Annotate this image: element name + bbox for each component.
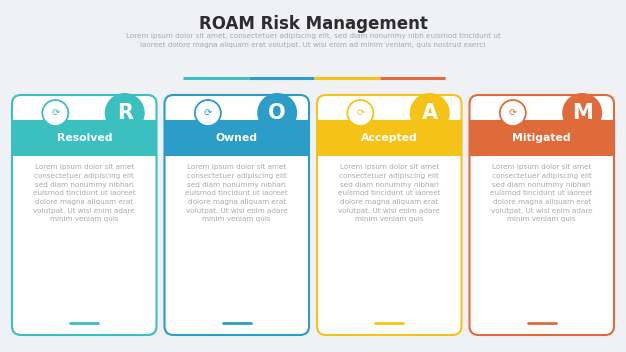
FancyBboxPatch shape [12, 120, 156, 156]
FancyBboxPatch shape [470, 95, 614, 335]
Text: ⟳: ⟳ [204, 108, 212, 118]
Text: ROAM Risk Management: ROAM Risk Management [198, 15, 428, 33]
Circle shape [105, 93, 145, 133]
Text: Lorem ipsum dolor sit amet
consectetuer adipiscing elit
sed diam nonummy nibhari: Lorem ipsum dolor sit amet consectetuer … [185, 164, 288, 222]
Bar [14, 120, 155, 156]
Circle shape [500, 100, 526, 126]
FancyBboxPatch shape [12, 95, 156, 335]
Text: Mitigated: Mitigated [513, 133, 571, 143]
FancyBboxPatch shape [317, 120, 461, 156]
Text: R: R [116, 103, 133, 123]
Bar [319, 120, 460, 156]
Text: Lorem ipsum dolor sit amet
consectetuer adipiscing elit
sed diam nonummy nibhari: Lorem ipsum dolor sit amet consectetuer … [490, 164, 593, 222]
Text: M: M [572, 103, 593, 123]
FancyBboxPatch shape [317, 95, 461, 335]
FancyBboxPatch shape [165, 95, 309, 335]
Text: Lorem ipsum dolor sit amet
consectetuer adipiscing elit
sed diam nonummy nibhari: Lorem ipsum dolor sit amet consectetuer … [33, 164, 136, 222]
Circle shape [562, 93, 602, 133]
Text: Accepted: Accepted [361, 133, 418, 143]
Text: ⟳: ⟳ [356, 108, 364, 118]
Circle shape [43, 100, 68, 126]
Text: Lorem ipsum dolor sit amet
consectetuer adipiscing elit
sed diam nonummy nibhari: Lorem ipsum dolor sit amet consectetuer … [338, 164, 441, 222]
Text: ⟳: ⟳ [509, 108, 517, 118]
Bar [166, 120, 307, 156]
Text: Resolved: Resolved [56, 133, 112, 143]
Circle shape [195, 100, 221, 126]
FancyBboxPatch shape [470, 120, 614, 156]
Text: O: O [269, 103, 286, 123]
Bar [471, 120, 612, 156]
Circle shape [347, 100, 373, 126]
Circle shape [257, 93, 297, 133]
Text: Owned: Owned [216, 133, 258, 143]
Text: Lorem ipsum dolor sit amet, consectetuer adipiscing elit, sed diam nonummy nibh : Lorem ipsum dolor sit amet, consectetuer… [126, 33, 500, 49]
Text: A: A [422, 103, 438, 123]
FancyBboxPatch shape [165, 120, 309, 156]
Text: ⟳: ⟳ [51, 108, 59, 118]
Circle shape [409, 93, 449, 133]
